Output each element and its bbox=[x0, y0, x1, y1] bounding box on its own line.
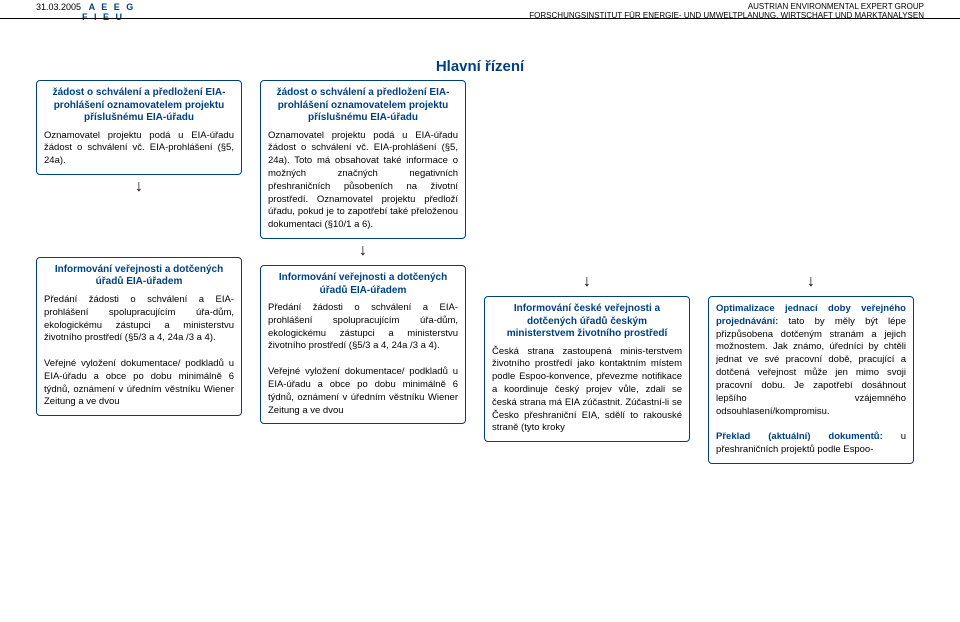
box-a2-title: Informování veřejnosti a dotčených úřadů… bbox=[44, 264, 234, 289]
header-brand2: F I E U bbox=[82, 12, 135, 22]
box-a2: Informování veřejnosti a dotčených úřadů… bbox=[36, 257, 242, 416]
header-brand1: A E E G bbox=[89, 2, 136, 12]
box-a2-body: Předání žádosti o schválení a EIA-prohlá… bbox=[44, 294, 234, 409]
header-date: 31.03.2005 bbox=[36, 2, 81, 12]
box-c1-title: Informování české veřejnosti a dotčených… bbox=[492, 303, 682, 341]
box-a1: žádost o schválení a předložení EIA-proh… bbox=[36, 80, 242, 175]
arrow-d: ↓ bbox=[708, 274, 914, 290]
box-b2-body: Předání žádosti o schválení a EIA-prohlá… bbox=[268, 302, 458, 417]
column-c: ↓ Informování české veřejnosti a dotčený… bbox=[484, 80, 690, 446]
header-divider bbox=[0, 18, 960, 19]
header-left: 31.03.2005 A E E G F I E U bbox=[36, 2, 135, 22]
arrow-c: ↓ bbox=[484, 274, 690, 290]
box-c1-body: Česká strana zastoupená minis-terstvem ž… bbox=[492, 346, 682, 436]
box-b1: žádost o schválení a předložení EIA-proh… bbox=[260, 80, 466, 239]
box-b2: Informování veřejnosti a dotčených úřadů… bbox=[260, 265, 466, 424]
main-title: Hlavní řízení bbox=[0, 58, 960, 75]
arrow-b: ↓ bbox=[260, 243, 466, 259]
box-b1-title: žádost o schválení a předložení EIA-proh… bbox=[268, 87, 458, 125]
box-d1: Optimalizace jednací doby veřejného proj… bbox=[708, 296, 914, 464]
column-d: ↓ Optimalizace jednací doby veřejného pr… bbox=[708, 80, 914, 468]
box-b2-title: Informování veřejnosti a dotčených úřadů… bbox=[268, 272, 458, 297]
box-b1-body: Oznamovatel projektu podá u EIA-úřadu žá… bbox=[268, 130, 458, 233]
box-d1-body: Optimalizace jednací doby veřejného proj… bbox=[716, 303, 906, 457]
column-a: žádost o schválení a předložení EIA-proh… bbox=[36, 80, 242, 420]
column-b: žádost o schválení a předložení EIA-proh… bbox=[260, 80, 466, 428]
box-a1-body: Oznamovatel projektu podá u EIA-úřadu žá… bbox=[44, 130, 234, 168]
box-a1-title: žádost o schválení a předložení EIA-proh… bbox=[44, 87, 234, 125]
arrow-a: ↓ bbox=[36, 179, 242, 195]
box-c1: Informování české veřejnosti a dotčených… bbox=[484, 296, 690, 442]
header-right-line1: AUSTRIAN ENVIRONMENTAL EXPERT GROUP bbox=[529, 2, 924, 11]
